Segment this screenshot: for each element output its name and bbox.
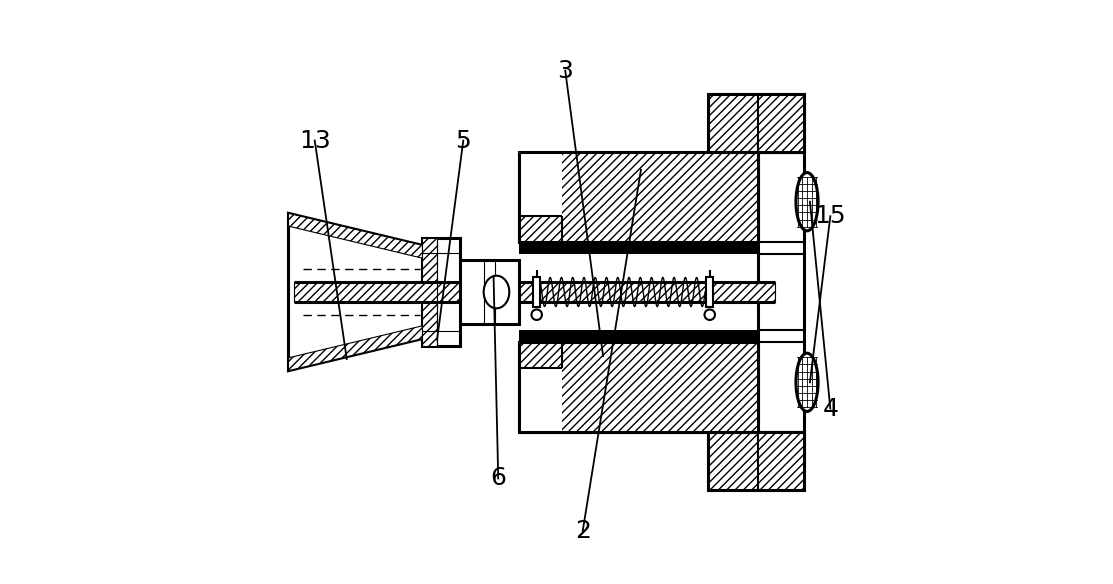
Bar: [461, 260, 519, 324]
Circle shape: [531, 310, 542, 320]
Bar: [519, 368, 562, 431]
Text: 13: 13: [299, 128, 331, 152]
Polygon shape: [288, 213, 423, 258]
Bar: [294, 281, 775, 303]
Bar: [519, 342, 758, 432]
Ellipse shape: [484, 276, 510, 308]
Bar: [708, 432, 804, 490]
Bar: [519, 342, 758, 432]
Bar: [423, 238, 461, 346]
Bar: [707, 277, 713, 307]
Ellipse shape: [796, 172, 818, 231]
Polygon shape: [288, 326, 423, 371]
Bar: [519, 152, 758, 242]
Bar: [708, 432, 804, 490]
Bar: [533, 277, 540, 307]
Bar: [519, 242, 758, 254]
Text: 6: 6: [490, 467, 506, 491]
Bar: [758, 152, 804, 432]
Bar: [519, 152, 758, 242]
Text: 5: 5: [455, 128, 471, 152]
Text: 4: 4: [823, 397, 838, 420]
Text: 3: 3: [558, 58, 573, 82]
Text: 2: 2: [574, 519, 591, 543]
Bar: [519, 330, 758, 342]
Text: 15: 15: [815, 204, 846, 228]
Polygon shape: [288, 213, 423, 371]
Bar: [519, 153, 562, 216]
Ellipse shape: [796, 353, 818, 412]
Bar: [423, 238, 437, 346]
Circle shape: [705, 310, 715, 320]
Bar: [708, 94, 804, 152]
Bar: [708, 94, 804, 152]
